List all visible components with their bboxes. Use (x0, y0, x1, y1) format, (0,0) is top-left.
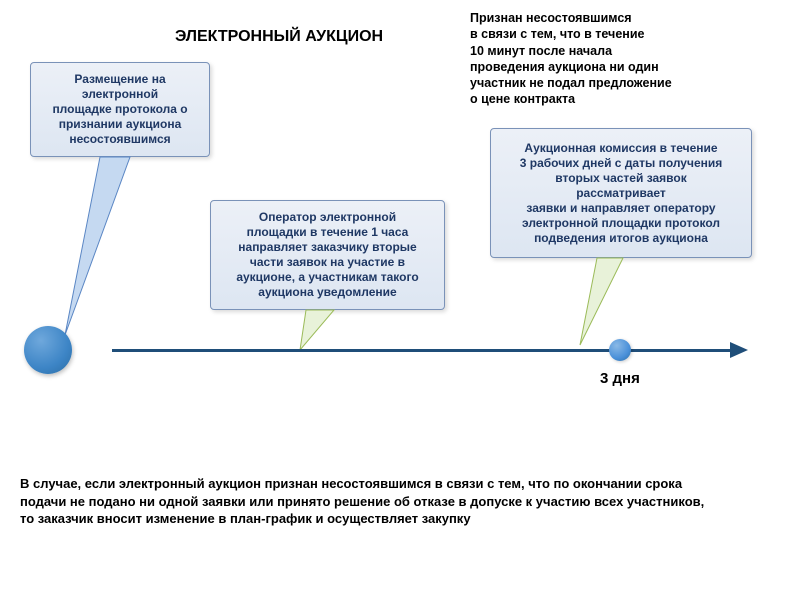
pointer-3 (578, 256, 638, 347)
callout-box-placement: Размещение на электронной площадке прото… (30, 62, 210, 157)
pointer-2 (290, 308, 350, 352)
timeline-line (112, 349, 730, 352)
callout-box-operator: Оператор электронной площадки в течение … (210, 200, 445, 310)
timeline-arrowhead (730, 342, 748, 358)
bottom-note: В случае, если электронный аукцион призн… (20, 475, 780, 528)
timeline-label-3days: 3 дня (600, 370, 640, 387)
pointer-1 (63, 155, 147, 337)
callout-box-commission: Аукционная комиссия в течение 3 рабочих … (490, 128, 752, 258)
top-right-note: Признан несостоявшимся в связи с тем, чт… (470, 10, 780, 108)
timeline-start-circle (24, 326, 72, 374)
timeline-milestone-circle (609, 339, 631, 361)
diagram-title: ЭЛЕКТРОННЫЙ АУКЦИОН (175, 28, 383, 46)
